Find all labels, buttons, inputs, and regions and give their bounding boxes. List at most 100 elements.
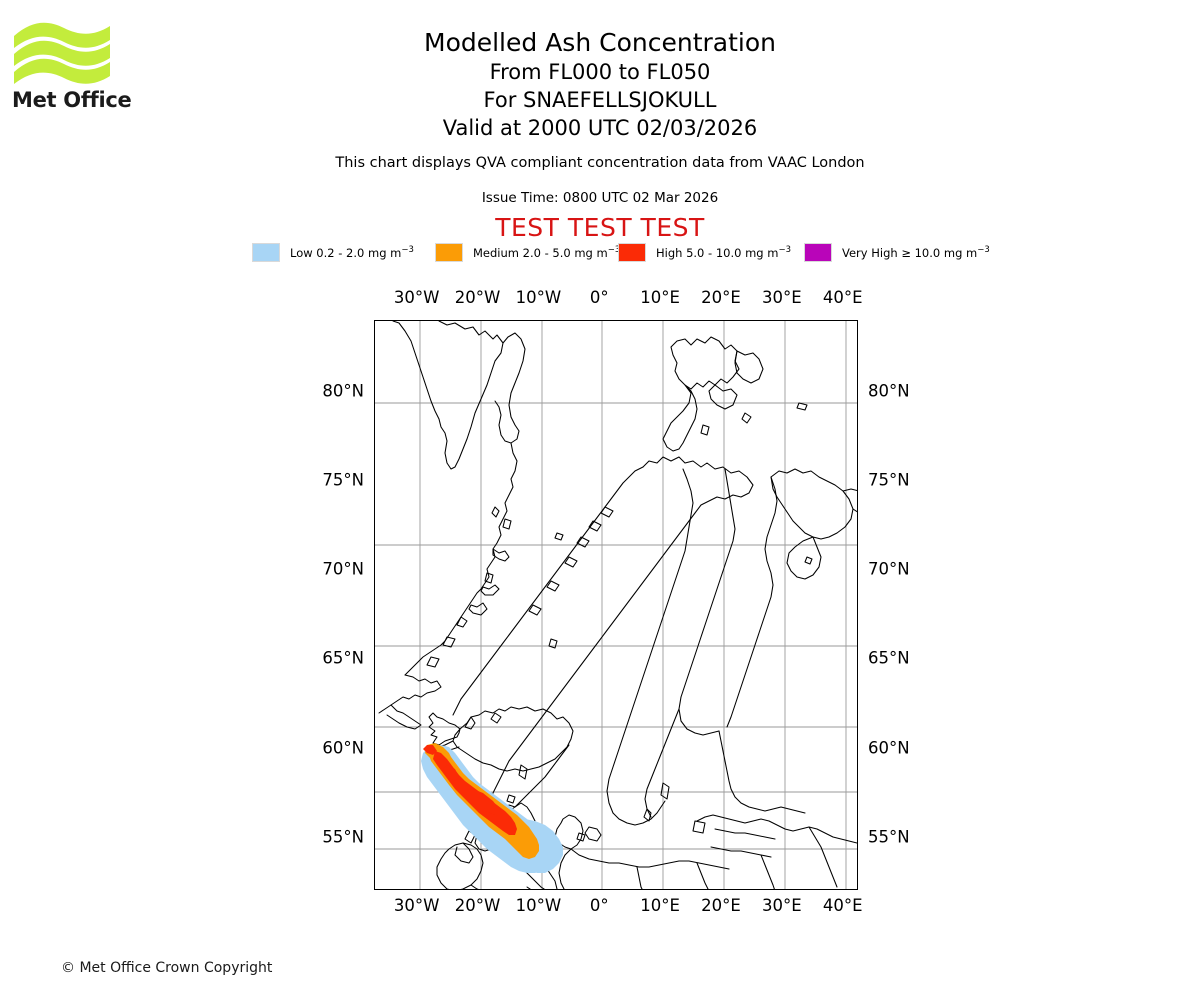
lon-tick-bot-5: 20°E [701,896,741,915]
coast-norway-coastline-detail [452,466,644,716]
map-gridlines [375,321,857,889]
issue-time: Issue Time: 0800 UTC 02 Mar 2026 [481,190,719,206]
legend-label-2: High 5.0 - 10.0 mg m−3 [656,244,791,260]
test-banner: TEST TEST TEST [495,213,705,242]
island-faroe [548,638,558,649]
coast-iceland [452,706,574,772]
lat-tick-right-2: 65°N [868,648,910,668]
coast-baltic-sweden-south [612,800,666,826]
border-finland-russia [726,476,778,728]
lon-tick-bot-6: 30°E [762,896,802,915]
island-white-sea [804,556,813,565]
met-office-logo: Met Office [12,18,202,118]
coast-greenland-inlet-1 [456,616,468,628]
island-denmark-zealand [584,826,602,842]
coast-svalbard-east [734,350,764,384]
map-container [374,320,858,890]
ash-concentration-map [375,321,857,889]
lat-tick-right-5: 80°N [868,381,910,401]
legend-label-1: Medium 2.0 - 5.0 mg m−3 [473,244,621,260]
lat-tick-left-5: 80°N [322,381,364,401]
coast-greenland-peninsula [378,674,442,714]
coast-iceland-inner-1 [464,716,476,730]
island-norway-coast-2 [546,580,560,592]
met-office-wordmark: Met Office [12,88,132,112]
coast-greenland-fjord-c [468,602,488,616]
island-bjornoya [700,424,710,436]
coast-svalbard-south [662,384,698,452]
lon-tick-top-7: 40°E [822,288,863,307]
island-saaremaa [692,820,706,834]
island-norway-coast-3 [528,604,542,616]
coast-white-sea-inner [786,536,822,580]
coast-brittany [470,884,479,889]
lon-tick-top-1: 20°W [454,288,501,307]
border-latvia-lithuania [710,846,772,858]
lon-tick-bot-4: 10°E [640,896,680,915]
border-northern-ireland [454,842,474,864]
coast-germany-poland [570,848,730,870]
qva-note: This chart displays QVA compliant concen… [335,155,865,171]
met-office-logo-mark [14,22,110,84]
lat-tick-right-1: 60°N [868,738,910,757]
coast-greenland-inlet-2 [442,636,456,648]
coast-greenland-southeast [404,442,518,676]
lon-tick-top-3: 0° [589,288,609,307]
island-gotland [660,782,670,800]
legend-label-3: Very High ≥ 10.0 mg m−3 [842,244,990,260]
island-greenland-a [491,506,500,518]
legend-swatch-2 [618,242,646,262]
coast-france-north [526,886,531,889]
legend-swatch-1 [435,242,463,262]
coast-russia-northeast [842,488,857,492]
valid-time: Valid at 2000 UTC 02/03/2026 [442,116,758,140]
legend-swatch-3 [804,242,832,262]
lon-tick-bot-1: 20°W [454,896,501,915]
ash-plume-layer [421,743,563,873]
lat-tick-right-3: 70°N [868,559,910,579]
island-lofoten-2 [588,520,602,532]
coast-ireland [436,842,484,889]
coast-iceland-inner-2 [490,712,502,724]
lon-tick-bot-0: 30°W [393,896,440,915]
coast-greenland-fjord-b [480,584,500,596]
coast-greenland-east-edge [494,332,526,444]
coast-greenland [392,321,504,470]
lon-tick-top-6: 30°E [762,288,802,307]
coast-russia-east [852,508,857,513]
island-oland [643,808,652,822]
border-europe-2 [696,862,709,889]
border-europe-3 [760,854,775,889]
legend-item-3: Very High ≥ 10.0 mg m−3 [804,242,990,262]
coast-greenland-south-tip [386,704,422,730]
lat-tick-right-4: 75°N [868,470,910,490]
island-lofoten-1 [600,506,614,518]
island-shetland [518,764,528,780]
island-orkney [506,794,516,804]
island-hopen [741,412,752,424]
page-title: Modelled Ash Concentration [424,28,776,57]
map-plot-area [374,320,858,890]
chart-title-block: Modelled Ash Concentration From FL000 to… [0,28,1200,142]
copyright-notice: © Met Office Crown Copyright [61,960,273,976]
coast-gulf-bothnia-west [644,708,680,818]
flight-level-range: From FL000 to FL050 [489,60,711,84]
coast-greenland-fjord-a [492,548,510,562]
lat-tick-right-0: 55°N [868,827,910,847]
legend-item-2: High 5.0 - 10.0 mg m−3 [618,242,791,262]
lat-tick-left-3: 70°N [322,559,364,579]
lon-tick-top-2: 10°W [515,288,562,307]
plume-high-blob-3 [443,765,459,781]
border-europe-4 [808,826,838,888]
concentration-legend: Low 0.2 - 2.0 mg m−3 Medium 2.0 - 5.0 mg … [252,242,992,262]
lon-tick-top-5: 20°E [701,288,741,307]
coast-svalbard-main [670,336,740,390]
lon-tick-bot-2: 10°W [515,896,562,915]
border-estonia-latvia [714,828,776,840]
lat-tick-left-1: 60°N [322,738,364,757]
island-greenland-c [484,572,494,584]
lon-tick-top-0: 30°W [393,288,440,307]
border-norway-sweden [606,468,694,814]
lon-tick-bot-7: 40°E [822,896,863,915]
legend-item-1: Medium 2.0 - 5.0 mg m−3 [435,242,620,262]
